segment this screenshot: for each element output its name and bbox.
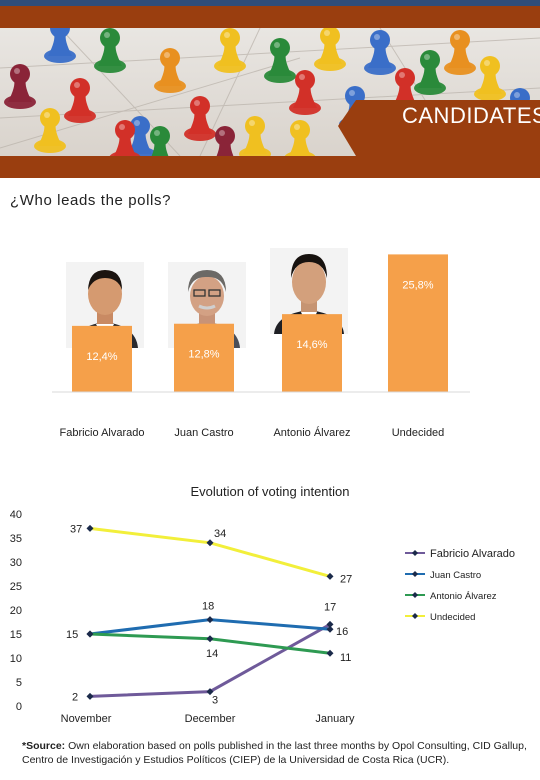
y-tick-label: 20 [10, 605, 22, 617]
y-tick-label: 30 [10, 557, 22, 569]
series-point-fabricio-alvarado [86, 692, 94, 700]
y-tick-label: 5 [16, 677, 22, 689]
x-tick-label: December [185, 713, 236, 725]
legend-marker [412, 592, 418, 598]
bar-value-label: 25,8% [402, 279, 433, 291]
data-label: 3 [212, 695, 218, 707]
board-game-pawns-image [0, 28, 540, 156]
series-point-juan-castro [326, 625, 334, 633]
line-chart-title: Evolution of voting intention [190, 484, 350, 499]
data-label: 18 [202, 601, 214, 613]
series-point-antonio-alvarez [206, 635, 214, 643]
poll-bar-chart: 12,4% 12,8% 14,6% 25,8% Fabricio Alvarado Ju… [52, 254, 470, 439]
series-point-antonio-alvarez [326, 649, 334, 657]
series-point-undecided [206, 539, 214, 547]
y-tick-label: 25 [10, 581, 22, 593]
source-label: *Source: [22, 740, 66, 752]
series-point-juan-castro [206, 616, 214, 624]
bar-value-label: 14,6% [296, 339, 327, 351]
series-point-fabricio-alvarado [326, 620, 334, 628]
y-tick-label: 35 [10, 533, 22, 545]
y-tick-label: 0 [16, 701, 22, 713]
bar-value-label: 12,4% [86, 351, 117, 363]
bar-category-label: Antonio Álvarez [273, 426, 350, 439]
y-tick-label: 10 [10, 653, 22, 665]
x-tick-label: January [315, 713, 355, 725]
header-banner: CANDIDATES [0, 28, 540, 156]
data-label: 16 [336, 626, 348, 638]
voting-intention-line-chart: 0 5 10 15 20 25 30 35 40 November December January… [10, 509, 515, 725]
legend-label-antonio-alvarez: Antonio Álvarez [430, 591, 497, 602]
legend-label-juan-castro: Juan Castro [430, 570, 481, 581]
data-label: 15 [66, 629, 78, 641]
data-label: 14 [206, 648, 218, 660]
data-label: 11 [340, 652, 351, 664]
legend-marker [412, 571, 418, 577]
bar-juan-castro [174, 323, 234, 392]
bar-undecided [388, 254, 448, 392]
bar-category-label: Juan Castro [174, 427, 233, 439]
banner-bottom-band [0, 156, 540, 178]
bar-category-label: Fabricio Alvarado [60, 427, 145, 439]
legend-marker [412, 613, 418, 619]
legend-label-fabricio-alvarado: Fabricio Alvarado [430, 548, 515, 560]
source-note: *Source: Own elaboration based on polls … [22, 739, 532, 767]
data-label: 27 [340, 573, 352, 585]
page-question: ¿Who leads the polls? [10, 192, 172, 209]
source-text: Own elaboration based on polls published… [22, 740, 527, 766]
legend-label-undecided: Undecided [430, 612, 475, 623]
series-point-undecided [326, 572, 334, 580]
x-tick-label: November [61, 713, 112, 725]
bar-fabricio-alvarado [72, 325, 132, 392]
data-label: 34 [214, 528, 226, 540]
bar-category-label: Undecided [392, 427, 445, 439]
legend-marker [412, 550, 418, 556]
top-accent-bar [0, 0, 540, 6]
y-tick-label: 40 [10, 509, 22, 521]
bar-value-label: 12,8% [188, 349, 219, 361]
bar-antonio-alvarez [282, 314, 342, 392]
data-label: 2 [72, 691, 78, 703]
data-label: 17 [324, 601, 336, 613]
series-line-undecided [89, 526, 331, 578]
data-label: 37 [70, 523, 82, 535]
series-point-antonio-alvarez [86, 630, 94, 638]
y-tick-label: 15 [10, 629, 22, 641]
header-band [0, 6, 540, 28]
series-point-fabricio-alvarado [206, 688, 214, 696]
series-point-undecided [86, 524, 94, 532]
banner-title: CANDIDATES [402, 103, 540, 128]
